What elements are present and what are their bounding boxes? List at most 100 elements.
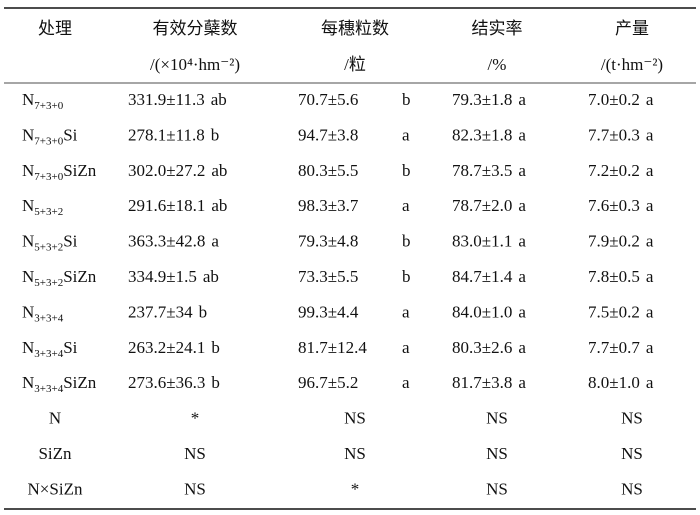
test-cell: NS <box>344 444 366 463</box>
cell-value: 302.0±27.2 <box>128 161 205 180</box>
treatment-subscript: 3+3+4 <box>34 347 63 359</box>
cell-value: 291.6±18.1 <box>128 196 205 215</box>
test-cell: NS <box>344 409 366 428</box>
cell: 82.3±1.8 a <box>452 125 526 144</box>
test-cell: NS <box>184 444 206 463</box>
treatment-main: N <box>22 302 34 321</box>
cell-significance: b <box>211 125 220 144</box>
test-cell: NS <box>621 444 643 463</box>
treatment-main: N <box>22 161 34 180</box>
column-unit: /(t·hm⁻²) <box>601 55 663 74</box>
cell-value: 83.0±1.1 <box>452 232 512 251</box>
cell: 278.1±11.8 b <box>128 125 219 144</box>
cell-significance: a <box>646 267 654 286</box>
cell-value: 78.7±3.5 <box>452 161 512 180</box>
cell-significance: a <box>211 232 219 251</box>
cell-significance: a <box>402 302 410 321</box>
cell-value: 334.9±1.5 <box>128 267 197 286</box>
treatment-label: N3+3+4SiZn <box>22 373 97 395</box>
cell: 78.7±2.0 a <box>452 196 526 215</box>
cell: 80.3±5.5 b <box>298 161 411 180</box>
cell-significance: a <box>646 125 654 144</box>
cell-value: 81.7±3.8 <box>452 373 512 392</box>
column-header: 结实率 <box>472 19 523 38</box>
cell-value: 8.0±1.0 <box>588 373 640 392</box>
cell-value: 7.6±0.3 <box>588 196 640 215</box>
cell-significance: a <box>646 196 654 215</box>
cell-value: 99.3±4.4 <box>298 302 359 321</box>
cell-significance: a <box>646 338 654 357</box>
cell-significance: b <box>402 267 411 286</box>
cell: 273.6±36.3 b <box>128 373 220 392</box>
cell: 263.2±24.1 b <box>128 338 220 357</box>
cell-significance: b <box>211 338 220 357</box>
cell-value: 273.6±36.3 <box>128 373 205 392</box>
cell-value: 73.3±5.5 <box>298 267 358 286</box>
cell: 78.7±3.5 a <box>452 161 526 180</box>
cell-significance: a <box>518 338 526 357</box>
cell: 302.0±27.2 ab <box>128 161 227 180</box>
cell-value: 7.5±0.2 <box>588 302 640 321</box>
cell-significance: a <box>518 196 526 215</box>
treatment-subscript: 7+3+0 <box>34 135 63 147</box>
cell: 73.3±5.5 b <box>298 267 411 286</box>
treatment-suffix: SiZn <box>63 267 97 286</box>
cell-significance: a <box>518 302 526 321</box>
cell-significance: b <box>199 302 208 321</box>
cell-value: 278.1±11.8 <box>128 125 205 144</box>
cell-value: 363.3±42.8 <box>128 232 205 251</box>
cell: 84.0±1.0 a <box>452 302 526 321</box>
cell: 96.7±5.2 a <box>298 373 410 392</box>
cell: 7.5±0.2 a <box>588 302 654 321</box>
treatment-label: N7+3+0 <box>22 90 64 112</box>
treatment-main: N <box>22 373 34 392</box>
column-unit: /% <box>488 55 507 74</box>
cell-value: 80.3±2.6 <box>452 338 512 357</box>
cell: 7.8±0.5 a <box>588 267 654 286</box>
cell-value: 79.3±1.8 <box>452 90 512 109</box>
cell: 94.7±3.8 a <box>298 125 410 144</box>
cell-significance: a <box>402 338 410 357</box>
cell-value: 84.0±1.0 <box>452 302 512 321</box>
treatment-label: N3+3+4 <box>22 302 64 324</box>
treatment-subscript: 3+3+4 <box>34 383 63 395</box>
cell-significance: b <box>402 232 411 251</box>
cell-value: 81.7±12.4 <box>298 338 367 357</box>
cell-significance: a <box>646 161 654 180</box>
treatment-main: N <box>22 125 34 144</box>
cell: 98.3±3.7 a <box>298 196 410 215</box>
cell-value: 237.7±34 <box>128 302 193 321</box>
cell-value: 7.2±0.2 <box>588 161 640 180</box>
treatment-main: N <box>22 90 34 109</box>
treatment-main: N <box>22 232 34 251</box>
cell-significance: a <box>402 373 410 392</box>
treatment-suffix: Si <box>63 232 77 251</box>
cell: 7.6±0.3 a <box>588 196 654 215</box>
cell: 83.0±1.1 a <box>452 232 526 251</box>
cell-significance: a <box>518 161 526 180</box>
cell: 79.3±1.8 a <box>452 90 526 109</box>
treatment-label: N7+3+0Si <box>22 125 78 147</box>
column-header: 产量 <box>615 19 649 38</box>
test-cell: NS <box>486 409 508 428</box>
cell-value: 7.7±0.7 <box>588 338 640 357</box>
cell-significance: a <box>518 267 526 286</box>
test-cell: * <box>191 409 200 428</box>
cell: 84.7±1.4 a <box>452 267 526 286</box>
treatment-label: N5+3+2 <box>22 196 63 218</box>
treatment-main: N <box>22 267 34 286</box>
test-label: N×SiZn <box>28 479 83 498</box>
test-cell: * <box>351 479 360 498</box>
cell: 70.7±5.6 b <box>298 90 411 109</box>
treatment-main: N <box>22 338 34 357</box>
treatment-subscript: 5+3+2 <box>34 206 63 218</box>
cell-significance: b <box>402 161 411 180</box>
test-cell: NS <box>184 479 206 498</box>
cell-significance: a <box>646 373 654 392</box>
cell-significance: ab <box>203 267 219 286</box>
column-unit: /粒 <box>344 55 366 74</box>
cell-value: 96.7±5.2 <box>298 373 358 392</box>
cell-significance: a <box>518 90 526 109</box>
